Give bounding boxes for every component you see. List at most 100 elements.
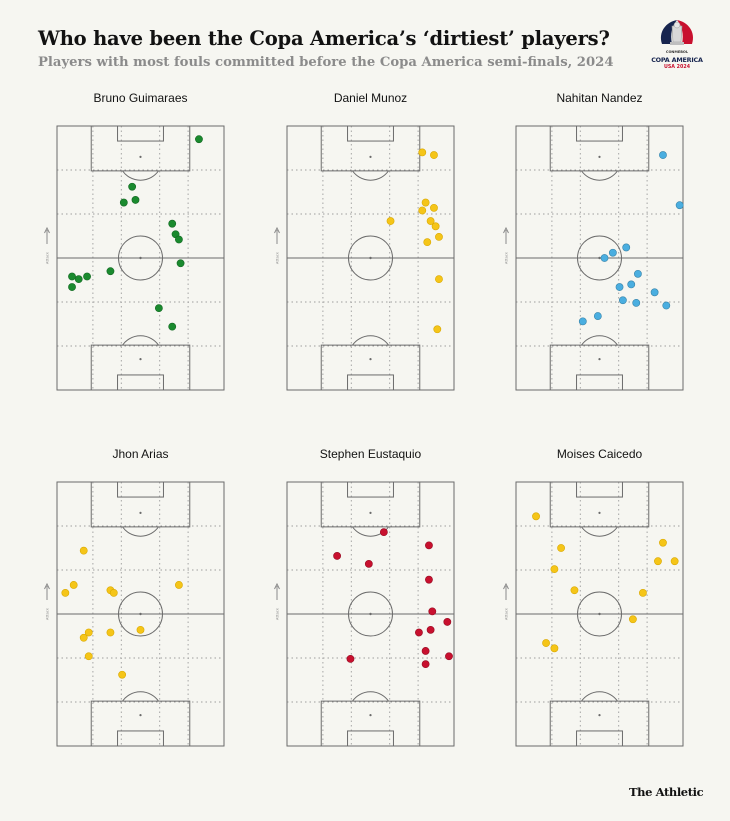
foul-point [629, 615, 637, 624]
foul-point [650, 288, 659, 297]
chart-title: Who have been the Copa America’s ‘dirtie… [38, 27, 610, 50]
six-yard-box-top [576, 481, 623, 498]
center-spot [139, 612, 142, 616]
foul-point [662, 301, 671, 310]
foul-point [74, 275, 83, 284]
center-spot [369, 256, 372, 260]
six-yard-box-bottom [347, 374, 394, 391]
foul-point [675, 201, 684, 210]
foul-point [430, 203, 438, 212]
panel-player-name: Moises Caicedo [557, 447, 643, 461]
foul-point [426, 217, 435, 225]
penalty-spot-bottom [369, 714, 372, 717]
the-athletic-logo: The Athletic [629, 785, 704, 799]
foul-point [106, 628, 115, 637]
six-yard-box-bottom [347, 730, 394, 747]
six-yard-box-bottom [117, 730, 164, 747]
foul-point [61, 588, 70, 597]
foul-point [379, 528, 388, 537]
foul-point [128, 182, 137, 191]
foul-point [445, 652, 453, 661]
foul-point [634, 269, 642, 278]
penalty-arc-bottom [581, 335, 618, 346]
six-yard-box-bottom [576, 374, 623, 391]
attack-arrow-head-icon [44, 226, 50, 234]
foul-point [659, 151, 667, 159]
pitch-panel: Nahitan Nandez Attack [503, 91, 684, 391]
attack-label: Attack [44, 607, 49, 620]
penalty-spot-bottom [598, 358, 601, 361]
foul-point [443, 618, 452, 626]
center-circle [577, 591, 622, 637]
panel-player-name: Stephen Eustaquio [320, 447, 422, 461]
foul-point [68, 283, 76, 291]
pitch-panel: Bruno Guimaraes Attack [44, 91, 225, 391]
foul-point [570, 586, 579, 595]
attack-label: Attack [503, 607, 508, 620]
foul-point [608, 248, 617, 257]
foul-point [615, 283, 624, 291]
attack-label: Attack [44, 251, 49, 264]
penalty-spot-top [139, 155, 142, 158]
foul-point [195, 135, 203, 144]
foul-point [428, 607, 437, 616]
foul-point [550, 644, 559, 653]
panel-player-name: Daniel Munoz [334, 91, 407, 105]
attack-arrow-head-icon [44, 582, 50, 590]
foul-point [431, 222, 440, 231]
foul-point [670, 557, 679, 566]
foul-point [79, 633, 88, 642]
foul-point [386, 217, 395, 225]
foul-point [119, 198, 128, 207]
penalty-arc-bottom [352, 335, 389, 346]
foul-point [425, 575, 433, 584]
six-yard-box-bottom [576, 730, 623, 747]
foul-point [118, 670, 127, 679]
foul-point [435, 232, 443, 241]
foul-point [168, 322, 177, 331]
six-yard-box-top [117, 481, 164, 498]
penalty-arc-bottom [122, 335, 159, 346]
penalty-spot-top [369, 155, 372, 158]
foul-point [627, 280, 636, 289]
foul-point [176, 259, 185, 268]
foul-point [557, 544, 565, 552]
penalty-box-bottom [90, 700, 191, 747]
penalty-arc-top [581, 526, 618, 537]
center-spot [139, 256, 142, 260]
foul-point [600, 254, 609, 262]
penalty-box-bottom [320, 700, 421, 747]
foul-point [415, 628, 423, 637]
pitch-panel: Daniel Munoz Attack [274, 91, 455, 391]
foul-point [532, 512, 540, 521]
penalty-box-bottom [549, 344, 650, 391]
foul-point [131, 196, 140, 204]
foul-point [542, 639, 550, 647]
center-spot [598, 256, 601, 260]
foul-point [622, 243, 631, 252]
foul-point [426, 625, 435, 634]
foul-point [421, 660, 430, 669]
logo-conmebol-text: CONMEBOL [665, 50, 689, 54]
foul-point [639, 588, 647, 597]
foul-point [109, 588, 118, 597]
center-circle [118, 235, 163, 281]
penalty-spot-top [369, 511, 372, 514]
attack-arrow-head-icon [503, 582, 509, 590]
penalty-spot-bottom [369, 358, 372, 361]
penalty-spot-bottom [598, 714, 601, 717]
chart-subtitle: Players with most fouls committed before… [38, 55, 614, 70]
foul-point [418, 206, 427, 215]
penalty-box-top [90, 481, 191, 528]
foul-point [659, 538, 667, 547]
penalty-spot-bottom [139, 358, 142, 361]
six-yard-box-top [117, 125, 164, 142]
penalty-box-bottom [320, 344, 421, 391]
pitch-panel: Jhon Arias Attack [44, 447, 225, 747]
penalty-box-bottom [549, 700, 650, 747]
foul-point [136, 625, 145, 634]
attack-arrow-head-icon [274, 582, 280, 590]
foul-point [84, 628, 93, 637]
center-spot [598, 612, 601, 616]
